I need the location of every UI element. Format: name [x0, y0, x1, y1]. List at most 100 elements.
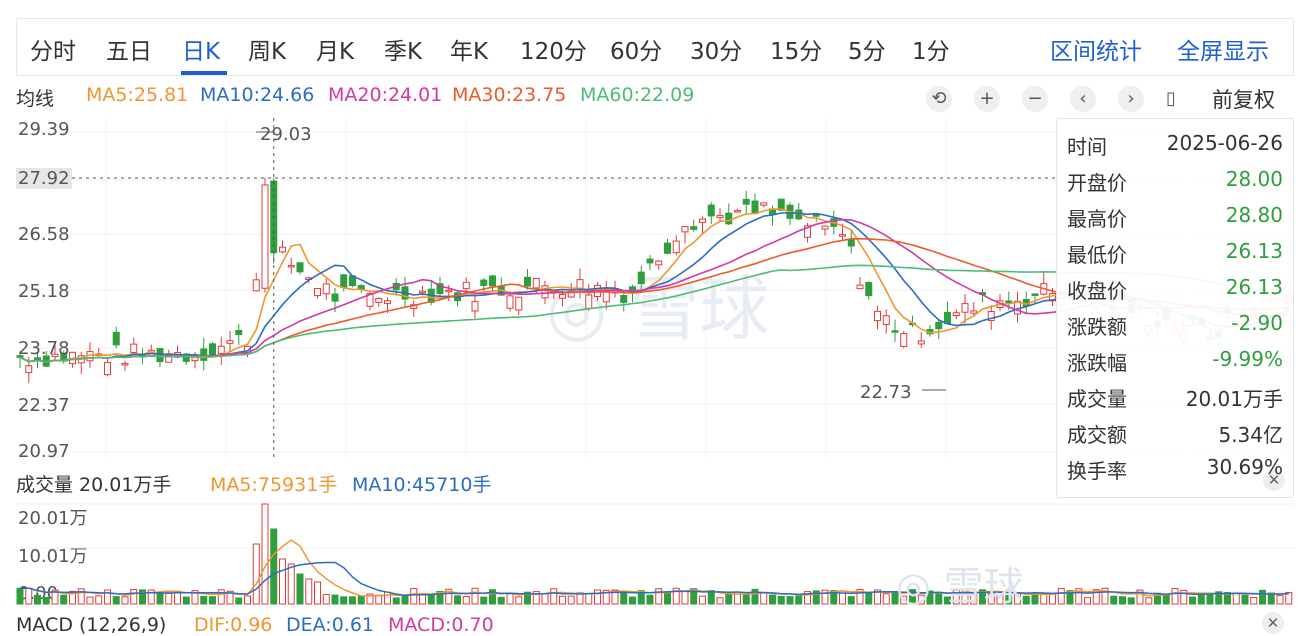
fullscreen-button[interactable]: 全屏显示 [1177, 39, 1269, 65]
undo-icon[interactable]: ⟲ [926, 86, 952, 112]
tooltip-row: 涨跌幅 -9.99% [1067, 347, 1283, 377]
y-axis-label: 29.39 [18, 119, 70, 140]
tooltip-value: 26.13 [1225, 275, 1283, 299]
volume-bar [847, 596, 855, 605]
low-annotation: 22.73 [860, 382, 912, 403]
y-axis-label: 22.37 [18, 395, 70, 416]
volume-chart[interactable]: ◎ 雪球 [16, 500, 1294, 606]
volume-bar [226, 590, 234, 605]
volume-bar [1136, 589, 1144, 605]
volume-bar [1189, 596, 1196, 605]
candle [900, 330, 908, 349]
y-axis-label: 25.18 [18, 281, 70, 302]
tooltip-value: 2025-06-26 [1166, 131, 1283, 155]
prev-icon[interactable]: ‹ [1070, 86, 1096, 112]
tooltip-value: 26.13 [1225, 239, 1283, 263]
candle [742, 190, 750, 215]
volume-bar [874, 589, 881, 605]
high-annotation: 29.03 [260, 124, 312, 145]
tab-7[interactable]: 120分 [520, 39, 587, 65]
volume-bar [191, 590, 199, 605]
range-stats-button[interactable]: 区间统计 [1050, 39, 1142, 65]
tab-2[interactable]: 日K [182, 39, 221, 65]
volume-bar [392, 597, 400, 605]
tab-12[interactable]: 1分 [912, 39, 950, 65]
volume-bar [865, 592, 873, 605]
tab-6[interactable]: 年K [450, 39, 489, 65]
volume-bar [812, 590, 820, 605]
tooltip-row: 最低价 26.13 [1067, 239, 1283, 269]
candle [200, 337, 208, 371]
volume-bar [217, 589, 225, 605]
macd-close-icon[interactable]: ✕ [1262, 612, 1284, 634]
ma-item-0: MA5:25.81 [86, 84, 189, 106]
candle [882, 309, 890, 334]
tooltip-close-icon[interactable]: ✕ [1263, 469, 1285, 491]
tab-3[interactable]: 周K [248, 39, 287, 65]
tooltip-key: 最低价 [1067, 243, 1127, 267]
tooltip-key: 收盘价 [1067, 279, 1127, 303]
candle [454, 291, 461, 307]
volume-bar [322, 593, 330, 605]
tab-11[interactable]: 5分 [848, 39, 886, 65]
volume-bar [970, 593, 978, 605]
volume-bar [261, 503, 269, 605]
candle [77, 351, 85, 375]
candle [314, 287, 321, 299]
volume-bar [287, 563, 295, 605]
tab-5[interactable]: 季K [384, 39, 423, 65]
volume-bar [585, 593, 593, 605]
volume-bar [786, 596, 794, 605]
candle [217, 336, 225, 365]
volume-bar [681, 590, 689, 605]
tab-10[interactable]: 15分 [770, 39, 823, 65]
next-icon[interactable]: › [1118, 86, 1144, 112]
volume-bar [821, 589, 829, 605]
candle-icon[interactable]: ▯ [1166, 88, 1176, 109]
tab-1[interactable]: 五日 [106, 39, 152, 65]
volume-bar [1180, 589, 1188, 605]
volume-bar [384, 591, 391, 605]
ma-item-3: MA30:23.75 [452, 84, 567, 106]
volume-bar [77, 588, 85, 605]
volume-bar [305, 578, 313, 605]
ma-item-2: MA20:24.01 [328, 84, 443, 106]
tooltip-value: 28.00 [1225, 167, 1283, 191]
volume-bar [725, 594, 733, 605]
candle [891, 319, 899, 342]
tooltip-row: 成交额 5.34亿 [1067, 419, 1283, 449]
tab-8[interactable]: 60分 [610, 39, 663, 65]
volume-bar [139, 589, 146, 605]
candle [121, 360, 129, 371]
volume-bar [279, 558, 286, 605]
volume-bar [760, 591, 768, 605]
active-tab-underline [181, 71, 227, 75]
volume-bar [515, 596, 523, 605]
volume-bar [401, 595, 409, 605]
volume-bar [489, 589, 496, 605]
tab-0[interactable]: 分时 [30, 39, 76, 65]
volume-bar [917, 594, 925, 605]
tooltip-value: -9.99% [1212, 347, 1283, 371]
candle [1022, 291, 1030, 313]
adjust-mode-dropdown[interactable]: 前复权 [1212, 88, 1275, 112]
candle [620, 291, 628, 312]
candle [436, 276, 444, 299]
candle [261, 177, 269, 293]
volume-bar [602, 589, 610, 605]
volume-bar [655, 588, 663, 605]
tab-9[interactable]: 30分 [690, 39, 743, 65]
zoom-out-icon[interactable]: − [1022, 86, 1048, 112]
macd-title: MACD (12,26,9) [16, 614, 167, 636]
volume-bar [769, 594, 776, 605]
candle [506, 291, 514, 312]
volume-bar [1241, 594, 1249, 605]
volume-bar [1049, 592, 1056, 605]
volume-bar [130, 589, 138, 605]
zoom-in-icon[interactable]: + [974, 86, 1000, 112]
tab-4[interactable]: 月K [316, 39, 355, 65]
volume-bar [1101, 587, 1109, 605]
candle [847, 229, 855, 254]
volume-bar [25, 587, 33, 605]
candle [865, 281, 873, 300]
